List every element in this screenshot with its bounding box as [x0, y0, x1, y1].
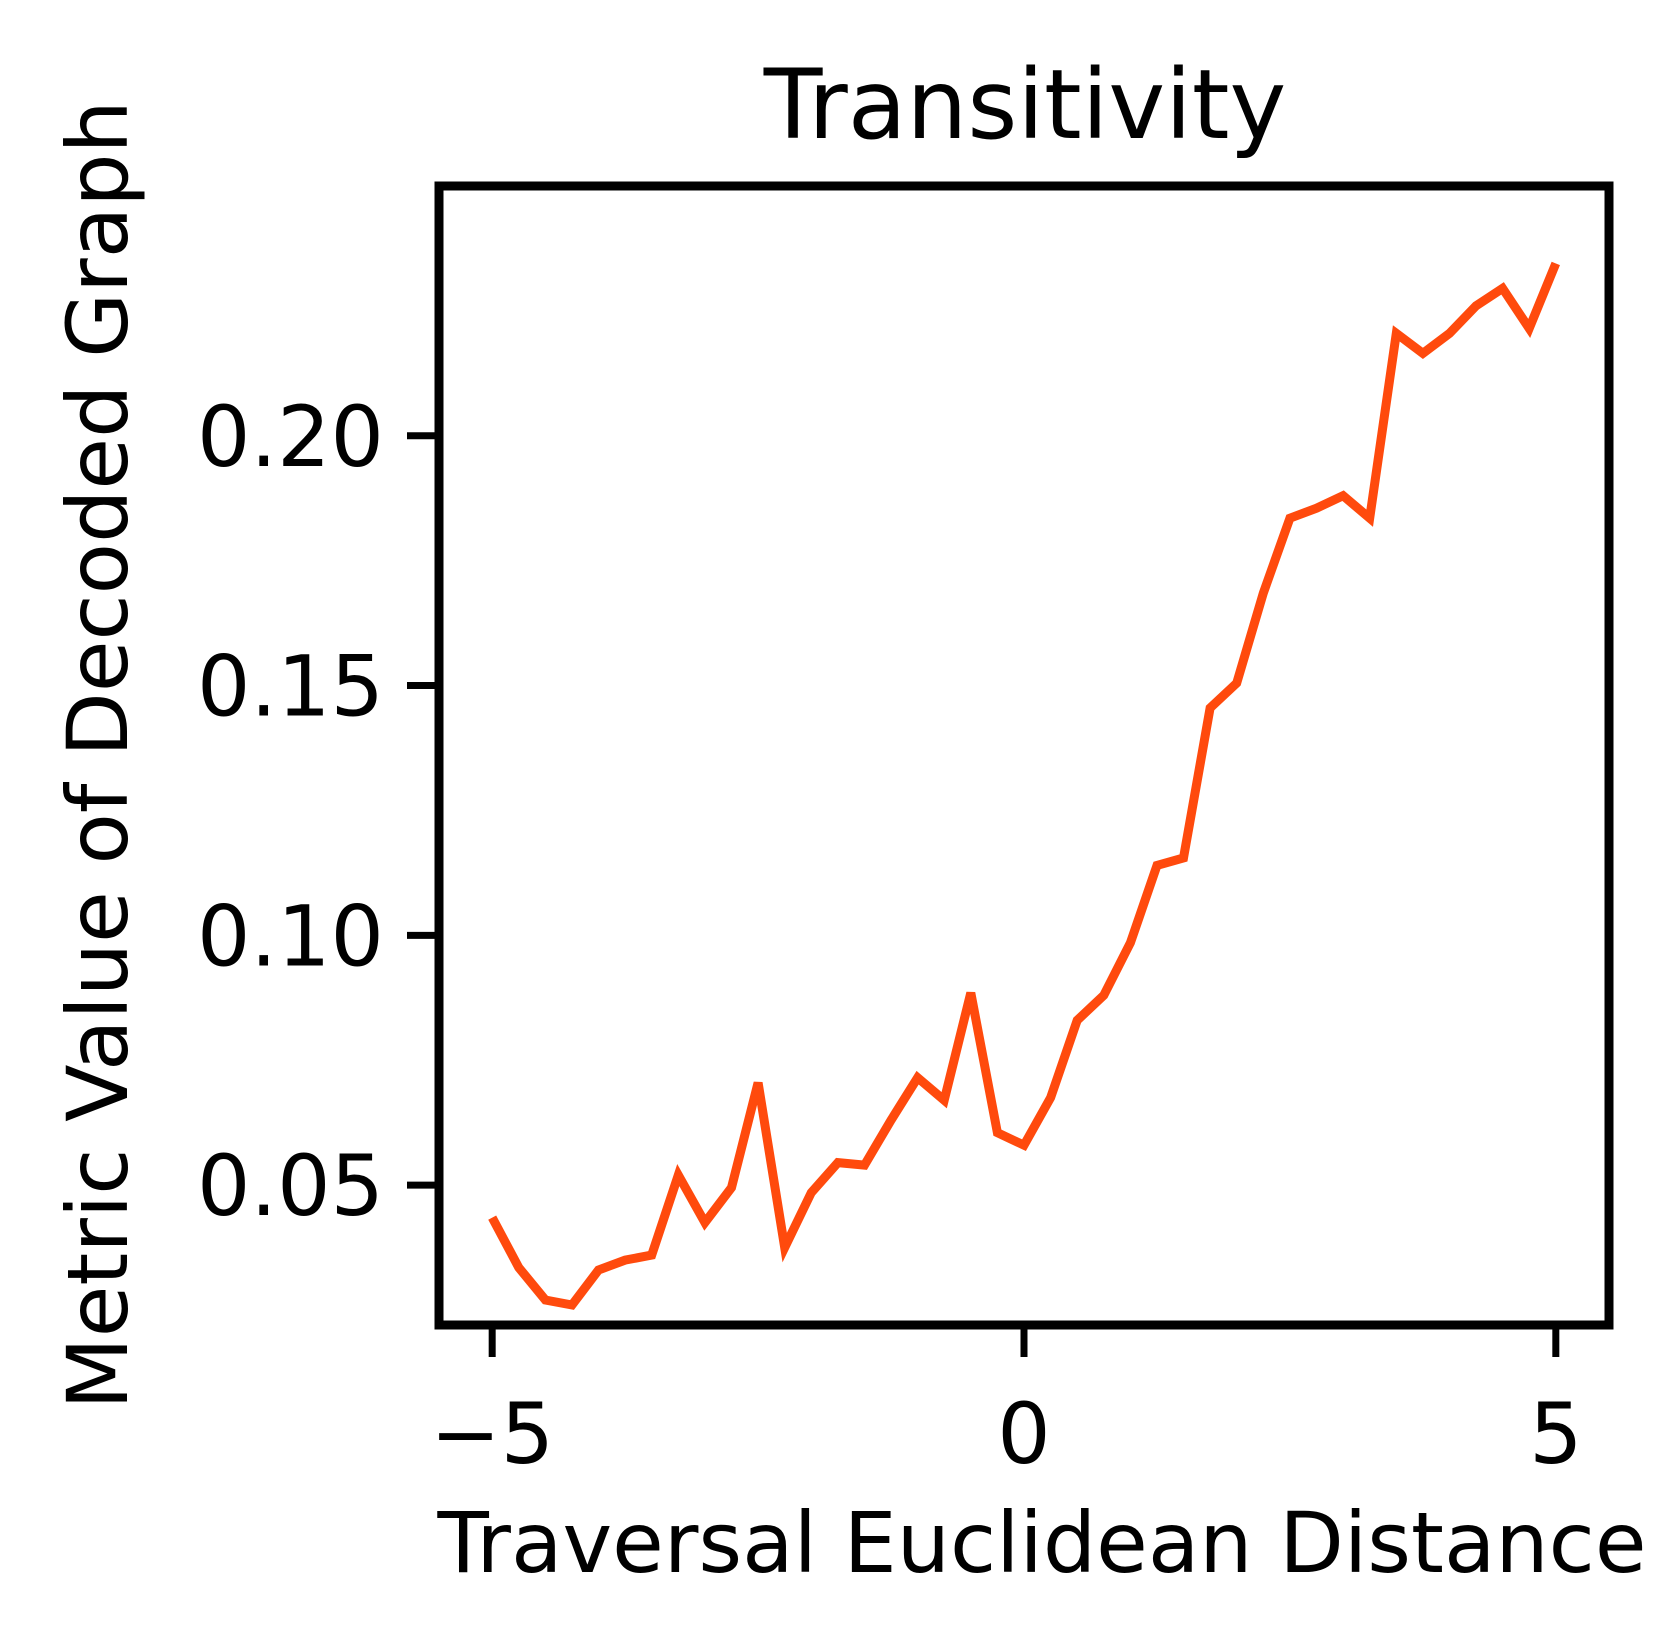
y-axis-label: Metric Value of Decoded Graph — [49, 100, 147, 1410]
y-tick-label: 0.20 — [197, 388, 384, 486]
y-tick-label: 0.05 — [197, 1137, 384, 1235]
x-axis-label: Traversal Euclidean Distance — [436, 1494, 1646, 1592]
x-tick-label: 0 — [997, 1385, 1050, 1483]
chart-title: Transitivity — [763, 49, 1287, 161]
x-axis-ticks: −5 0 5 — [430, 1325, 1583, 1483]
plot-area-frame — [434, 181, 1614, 1330]
y-axis-ticks: 0.05 0.10 0.15 0.20 — [197, 388, 439, 1235]
x-tick-label: −5 — [430, 1385, 554, 1483]
series-line — [488, 261, 1560, 1310]
x-tick-label: 5 — [1529, 1385, 1582, 1483]
y-tick-label: 0.10 — [197, 887, 384, 985]
y-tick-label: 0.15 — [197, 638, 384, 736]
